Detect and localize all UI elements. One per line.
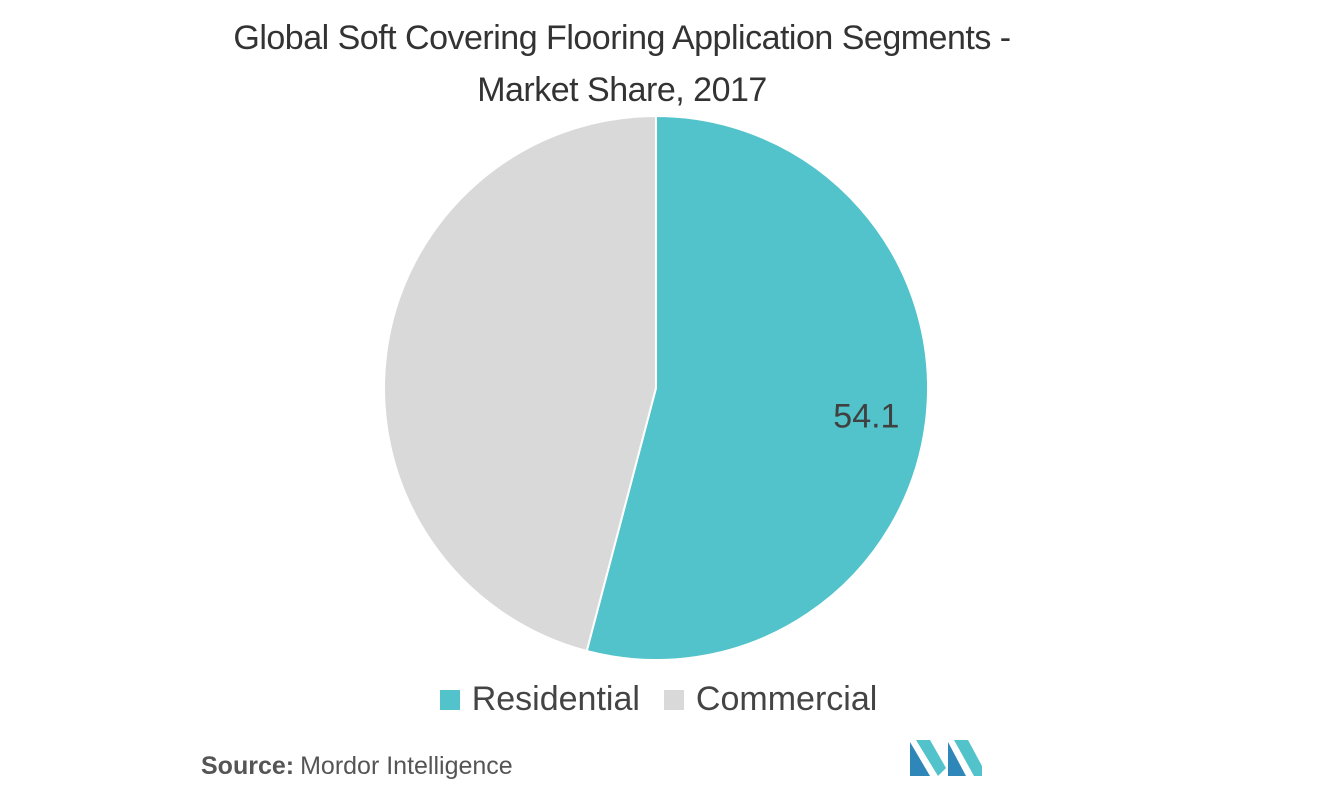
chart-title-line-2: Market Share, 2017 — [477, 71, 767, 109]
data-label-residential: 54.1 — [833, 397, 899, 435]
legend-item-commercial: Commercial — [663, 680, 878, 719]
chart-title-line-1: Global Soft Covering Flooring Applicatio… — [233, 19, 1011, 57]
pie-slice-residential — [585, 114, 929, 661]
pie-slice-commercial — [383, 114, 657, 653]
mordor-intelligence-logo-icon — [910, 740, 982, 776]
legend-swatch-residential — [439, 689, 460, 710]
legend-swatch-commercial — [663, 689, 684, 710]
chart-title: Global Soft Covering Flooring Applicatio… — [0, 12, 1244, 116]
legend-label-commercial: Commercial — [695, 680, 878, 718]
chart-legend: Residential Commercial — [0, 680, 1321, 719]
source-text: Mordor Intelligence — [300, 752, 513, 780]
source-note: Source: Mordor Intelligence — [201, 752, 513, 781]
source-label: Source: — [201, 752, 295, 780]
legend-item-residential: Residential — [439, 680, 640, 719]
legend-label-residential: Residential — [471, 680, 640, 718]
